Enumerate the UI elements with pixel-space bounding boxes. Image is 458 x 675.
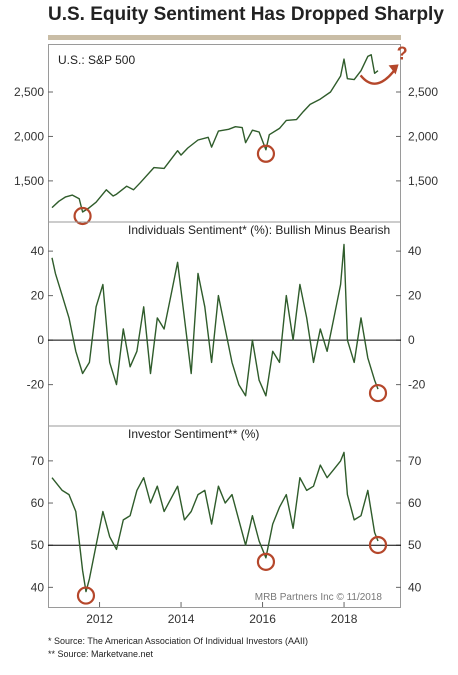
panel-title: Individuals Sentiment* (%): Bullish Minu… <box>128 223 390 237</box>
chart-frame <box>48 44 401 608</box>
footnote-aaii: * Source: The American Association Of In… <box>48 636 308 646</box>
y-tick-label-right: 1,500 <box>408 174 438 188</box>
x-tick-label: 2016 <box>249 612 276 626</box>
x-tick-label: 2018 <box>331 612 358 626</box>
y-tick-label-left: 70 <box>31 454 45 468</box>
series-line-1 <box>51 54 379 213</box>
y-tick-label-right: 60 <box>408 496 422 510</box>
arrow-head <box>388 64 399 75</box>
panel-label: U.S.: S&P 500 <box>58 53 135 67</box>
highlight-circle <box>76 586 96 605</box>
y-tick-label-left: 1,500 <box>14 174 44 188</box>
y-tick-label-right: 50 <box>408 538 422 552</box>
y-tick-label-right: 20 <box>408 289 422 303</box>
y-tick-label-left: 2,000 <box>14 129 44 143</box>
y-tick-label-right: 70 <box>408 454 422 468</box>
y-tick-label-left: 40 <box>31 580 45 594</box>
y-tick-label-right: 2,000 <box>408 129 438 143</box>
y-tick-label-right: 40 <box>408 244 422 258</box>
y-tick-label-right: 40 <box>408 580 422 594</box>
y-tick-label-left: 0 <box>37 333 44 347</box>
y-tick-label-right: 2,500 <box>408 85 438 99</box>
x-tick-label: 2012 <box>86 612 113 626</box>
series-line-3 <box>51 451 379 593</box>
highlight-circle <box>256 144 276 163</box>
y-tick-label-left: 50 <box>31 538 45 552</box>
panel-title: Investor Sentiment** (%) <box>128 427 259 441</box>
title-underline <box>48 35 401 40</box>
y-tick-label-left: 2,500 <box>14 85 44 99</box>
y-tick-label-left: 60 <box>31 496 45 510</box>
y-tick-label-left: 20 <box>31 289 45 303</box>
highlight-circle <box>368 383 388 403</box>
y-tick-label-right: 0 <box>408 333 415 347</box>
chart-title: U.S. Equity Sentiment Has Dropped Sharpl… <box>48 4 444 25</box>
question-mark: ? <box>397 43 408 63</box>
x-tick-label: 2014 <box>168 612 195 626</box>
y-tick-label-left: 40 <box>31 244 45 258</box>
source-credit: MRB Partners Inc © 11/2018 <box>255 592 383 603</box>
y-tick-label-left: -20 <box>27 378 45 392</box>
series-line-2 <box>51 243 379 397</box>
y-tick-label-right: -20 <box>408 378 426 392</box>
highlight-circle <box>73 206 92 226</box>
highlight-circle <box>368 535 388 555</box>
footnote-marketvane: ** Source: Marketvane.net <box>48 649 154 659</box>
highlight-circle <box>256 552 276 571</box>
curved-arrow <box>359 66 398 85</box>
